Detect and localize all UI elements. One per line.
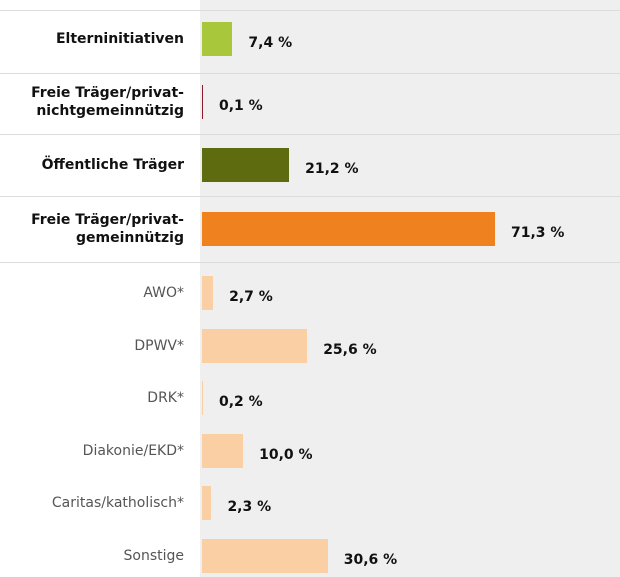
- bar: [202, 276, 214, 310]
- category-label: Elterninitiativen: [55, 31, 184, 47]
- category-label: Diakonie/EKD*: [82, 442, 184, 459]
- bar: [202, 328, 308, 363]
- category-label: AWO*: [143, 285, 184, 301]
- row-separator: [0, 10, 620, 11]
- row-separator: [0, 196, 620, 197]
- bar: [202, 433, 244, 468]
- category-label: Sonstige: [123, 548, 185, 564]
- bar: [202, 381, 203, 416]
- bar: [202, 85, 203, 119]
- value-label: 2,3 %: [227, 499, 272, 516]
- category-label: Caritas/katholisch*: [51, 495, 184, 512]
- bar: [202, 539, 328, 573]
- value-label: 0,1 %: [219, 98, 263, 114]
- bar: [202, 148, 290, 182]
- value-label: 10,0 %: [259, 446, 313, 463]
- value-label: 21,2 %: [305, 161, 359, 177]
- row-separator: [0, 134, 620, 135]
- value-label: 7,4 %: [248, 35, 293, 51]
- value-label: 71,3 %: [511, 225, 565, 241]
- bar: [202, 486, 212, 521]
- bar: [202, 22, 233, 56]
- value-label: 0,2 %: [219, 394, 263, 411]
- value-label: 25,6 %: [323, 341, 377, 358]
- row-separator: [0, 73, 620, 74]
- row-separator: [0, 262, 620, 263]
- category-label: DRK*: [147, 390, 184, 407]
- category-label: Freie Träger/privat- gemeinnützig: [31, 212, 184, 246]
- category-label: Öffentliche Träger: [41, 157, 184, 173]
- category-label: DPWV*: [134, 337, 184, 354]
- bar: [202, 212, 495, 246]
- plot-background: [200, 0, 620, 577]
- value-label: 30,6 %: [343, 552, 398, 568]
- value-label: 2,7 %: [229, 289, 273, 305]
- category-label: Freie Träger/privat- nichtgemeinnützig: [31, 85, 184, 119]
